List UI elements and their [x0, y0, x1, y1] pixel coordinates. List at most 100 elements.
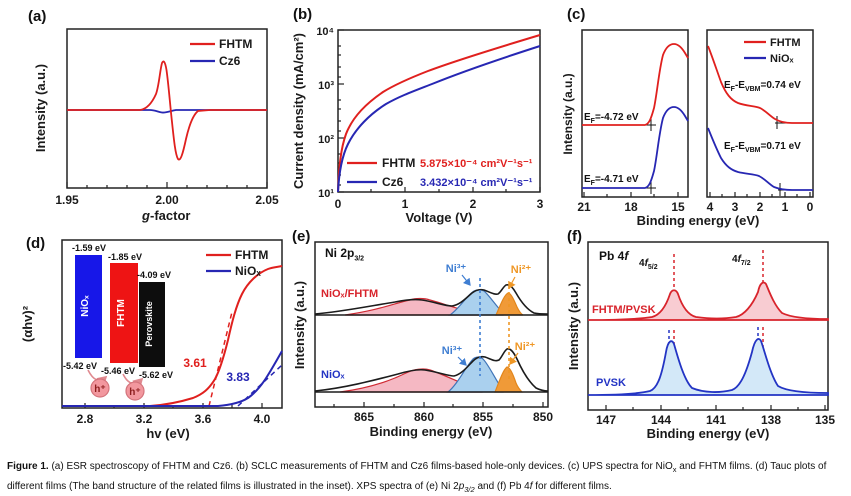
perovskite-bar-label: Perovskite [144, 301, 154, 347]
legend-label-niox: NiOₓ [235, 264, 261, 278]
panel-f-xlabel: Binding energy (eV) [647, 426, 770, 441]
figure-canvas: (a) 1.95 2.00 2.05 g -factor Intensity (… [20, 6, 835, 441]
niox-vbm-annotation: EF-EVBM=0.71 eV [724, 141, 801, 154]
legend-label-cz6: Cz6 [219, 54, 241, 68]
panel-c-right-xtick-2: 2 [757, 200, 764, 214]
hole-label-1: h⁺ [94, 384, 105, 395]
panel-f-xtick-1: 144 [651, 413, 671, 427]
niox-curve-label: NiOₓ [321, 369, 346, 381]
fhtm-ups-vbm-curve [707, 45, 813, 124]
perovskite-cb-energy: -4.09 eV [137, 270, 171, 280]
panel-f-frame [587, 241, 829, 411]
legend-label-fhtm: FHTM [219, 37, 252, 51]
panel-c-left-xtick-1: 18 [624, 200, 638, 214]
panel-c-left-xtick-2: 15 [671, 200, 685, 214]
panel-c: (c) 21 18 15 4 3 2 1 0 Binding energy (e… [561, 6, 814, 228]
fhtm-tauc-curve [62, 265, 283, 407]
ni3-label-lower: Ni³⁺ [442, 345, 463, 357]
fhtm-lumo-energy: -1.85 eV [108, 252, 142, 262]
ni2-component [494, 366, 524, 393]
fhtm-homo-energy: -5.46 eV [101, 366, 135, 376]
panel-b-xtick-0: 0 [335, 197, 342, 211]
panel-f-tag: (f) [567, 228, 582, 245]
panel-e-xtick-2: 855 [473, 410, 493, 424]
panel-b-ytick-2: 10² [318, 134, 334, 146]
panel-d-xtick-2: 3.6 [195, 412, 212, 426]
niox-ups-cutoff-curve [582, 106, 689, 189]
panel-f-xtick-0: 147 [596, 413, 616, 427]
panel-d-frame [61, 239, 283, 409]
niox-tauc-curve [62, 350, 283, 407]
panel-d: (d) 2.8 3.2 3.6 4.0 hv (eV) (αhv)² 3.61 … [20, 235, 283, 441]
panel-c-tag: (c) [567, 6, 585, 23]
niox-cb-energy: -1.59 eV [72, 243, 106, 253]
fhtm-pvsk-pb4f-spectrum [587, 281, 829, 321]
band-structure-inset: -1.59 eV -1.85 eV -4.09 eV -5.42 eV -5.4… [63, 243, 173, 401]
panel-a: (a) 1.95 2.00 2.05 g -factor Intensity (… [28, 8, 279, 223]
fhtm-vbm-annotation: EF-EVBM=0.74 eV [724, 80, 801, 93]
panel-b-ytick-1: 10³ [318, 80, 334, 92]
panel-e-title: Ni 2p3/2 [325, 246, 365, 263]
panel-b-xtick-2: 2 [470, 197, 477, 211]
niox-ups-vbm-curve [707, 127, 813, 191]
panel-f-ylabel: Intensity (a.u.) [566, 282, 581, 370]
fhtm-esr-curve [67, 60, 267, 161]
panel-a-xtick-0: 1.95 [55, 193, 79, 207]
panel-e-xtick-0: 865 [354, 410, 374, 424]
ni2-arrow-upper [508, 276, 516, 290]
panel-c-xlabel: Binding energy (eV) [637, 213, 760, 228]
panel-a-xtick-1: 2.00 [155, 193, 179, 207]
panel-e-tag: (e) [292, 228, 310, 245]
panel-b-xtick-1: 1 [402, 197, 409, 211]
niox-bar-label: NiOₓ [80, 295, 91, 317]
panel-a-tag: (a) [28, 8, 46, 25]
niox-vb-energy: -5.42 eV [63, 361, 97, 371]
panel-a-ylabel: Intensity (a.u.) [33, 64, 48, 152]
niox-spectrum [314, 348, 549, 393]
panel-c-left-xtick-0: 21 [577, 200, 591, 214]
hole-circle-1 [90, 378, 110, 398]
cz6-mobility-value: 3.432×10⁻⁴ cm²V⁻¹s⁻¹ [420, 177, 533, 189]
panel-a-xlabel: -factor [150, 208, 190, 223]
fhtm-ups-cutoff-curve [582, 43, 689, 126]
niox-bandgap-value: 3.83 [226, 370, 250, 384]
envelope-curve-upper [314, 283, 549, 315]
panel-b-ytick-0: 10⁴ [316, 26, 334, 38]
niox-fhtm-curve-label: NiOₓ/FHTM [321, 288, 378, 300]
pvsk-pb4f-spectrum [587, 338, 829, 396]
panel-d-tag: (d) [26, 235, 45, 252]
ni2-label-upper: Ni²⁺ [511, 264, 532, 276]
panel-b-ylabel: Current density (mA/cm²) [291, 33, 306, 189]
panel-f-title: Pb 4f [599, 249, 629, 263]
panel-b-xlabel: Voltage (V) [406, 210, 473, 225]
panel-d-xlabel: hv (eV) [146, 426, 189, 441]
pb-4f72-peak-label: 4f7/2 [732, 254, 751, 267]
ni3-arrow-upper [461, 274, 471, 286]
panel-a-xlabel-g: g [141, 208, 150, 223]
panel-f-ticks [605, 405, 826, 410]
fhtm-bandgap-value: 3.61 [183, 356, 207, 370]
panel-e-frame [314, 241, 549, 408]
fhtm-pvsk-curve-label: FHTM/PVSK [592, 304, 656, 316]
panel-e-ticks [333, 402, 544, 407]
panel-c-right-xtick-1: 3 [732, 200, 739, 214]
perovskite-vb-energy: -5.62 eV [139, 370, 173, 380]
panel-e-xlabel: Binding energy (eV) [370, 424, 493, 439]
hole-circle-2 [125, 381, 145, 401]
fhtm-tauc-tangent [208, 311, 233, 407]
legend-label-fhtm: FHTM [770, 37, 801, 49]
ni3-label-upper: Ni³⁺ [446, 263, 467, 275]
panel-e-ylabel: Intensity (a.u.) [292, 281, 307, 369]
panel-a-ticks [66, 182, 268, 188]
panel-f: (f) 147 144 141 138 135 Binding energy (… [566, 228, 835, 441]
ni3-arrow-lower [457, 356, 467, 366]
fhtm-bar-label: FHTM [116, 299, 127, 327]
fhtm-band-bar [110, 263, 138, 363]
ni2-label-lower: Ni²⁺ [515, 341, 536, 353]
panel-f-xtick-3: 138 [761, 413, 781, 427]
panel-a-frame [66, 28, 268, 189]
panel-e: (e) 865 860 855 850 Binding energy (eV) … [292, 228, 553, 439]
panel-f-xtick-2: 141 [706, 413, 726, 427]
pvsk-curve-label: PVSK [596, 377, 626, 389]
